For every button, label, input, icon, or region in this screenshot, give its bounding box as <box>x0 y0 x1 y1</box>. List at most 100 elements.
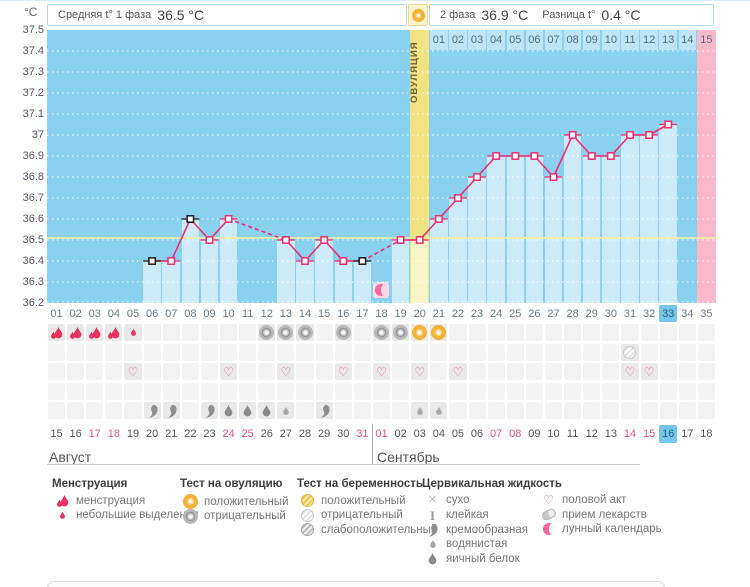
cycle-day-cell[interactable]: 04 <box>107 307 121 320</box>
cycle-day-cell[interactable]: 35 <box>700 307 713 320</box>
event-cell[interactable] <box>200 363 219 380</box>
cycle-day-cell[interactable]: 34 <box>681 307 694 320</box>
event-cell[interactable] <box>621 382 639 400</box>
event-cell[interactable] <box>678 382 696 400</box>
cycle-day-cell[interactable]: 23 <box>470 307 484 320</box>
calendar-date-cell[interactable]: 18 <box>700 428 713 440</box>
temp-marker[interactable] <box>167 257 176 265</box>
temp-marker[interactable] <box>606 152 615 160</box>
event-cell[interactable] <box>411 402 429 419</box>
event-cell[interactable] <box>659 363 677 380</box>
event-cell[interactable] <box>239 363 257 380</box>
event-cell[interactable] <box>449 402 467 419</box>
event-cell[interactable] <box>640 382 658 400</box>
cycle-day-cell[interactable]: 33 <box>659 305 677 322</box>
event-cell[interactable]: ♡ <box>449 363 467 380</box>
cycle-day-cell[interactable]: 05 <box>126 307 140 320</box>
event-cell[interactable] <box>143 402 161 419</box>
event-cell[interactable] <box>162 363 180 380</box>
event-cell[interactable] <box>468 343 486 361</box>
event-cell[interactable] <box>659 382 677 400</box>
event-cell[interactable] <box>506 343 524 361</box>
event-cell[interactable] <box>315 382 333 400</box>
calendar-date-cell[interactable]: 14 <box>623 428 637 440</box>
event-cell[interactable] <box>372 324 391 341</box>
event-cell[interactable] <box>392 343 410 361</box>
event-cell[interactable] <box>659 402 677 419</box>
calendar-date-cell[interactable]: 16 <box>69 428 82 440</box>
event-cell[interactable] <box>392 363 410 380</box>
event-cell[interactable] <box>583 363 601 380</box>
event-cell[interactable] <box>105 402 123 419</box>
calendar-date-cell[interactable]: 03 <box>413 428 426 440</box>
event-cell[interactable]: ♡ <box>220 363 238 380</box>
event-cell[interactable] <box>697 324 715 341</box>
temp-marker[interactable] <box>492 152 501 160</box>
event-cell[interactable] <box>334 382 352 400</box>
event-cell[interactable] <box>143 343 161 361</box>
calendar-date-cell[interactable]: 17 <box>681 428 694 440</box>
event-cell[interactable] <box>430 324 448 341</box>
event-cell[interactable] <box>86 382 104 400</box>
event-cell[interactable] <box>258 324 276 341</box>
temp-marker[interactable] <box>320 236 329 244</box>
event-cell[interactable] <box>296 343 314 361</box>
event-cell[interactable] <box>602 343 620 361</box>
event-cell[interactable] <box>583 382 601 400</box>
event-cell[interactable] <box>67 324 85 341</box>
calendar-date-cell[interactable]: 24 <box>222 428 235 440</box>
event-cell[interactable] <box>468 324 486 341</box>
temp-marker[interactable] <box>396 236 405 244</box>
event-cell[interactable] <box>602 324 620 341</box>
event-cell[interactable] <box>258 363 276 380</box>
event-cell[interactable] <box>678 363 696 380</box>
event-cell[interactable] <box>621 402 639 419</box>
event-cell[interactable] <box>296 402 314 419</box>
event-cell[interactable] <box>544 363 563 380</box>
event-cell[interactable] <box>239 343 257 361</box>
calendar-date-cell[interactable]: 29 <box>318 428 331 440</box>
event-cell[interactable] <box>48 382 66 400</box>
event-cell[interactable] <box>392 402 410 419</box>
event-cell[interactable] <box>200 402 219 419</box>
event-cell[interactable] <box>67 382 85 400</box>
event-cell[interactable] <box>143 382 161 400</box>
temp-marker[interactable] <box>549 173 558 181</box>
event-cell[interactable] <box>239 382 257 400</box>
event-cell[interactable] <box>200 324 219 341</box>
cycle-day-cell[interactable]: 03 <box>88 307 101 320</box>
event-cell[interactable] <box>640 402 658 419</box>
event-cell[interactable]: ♡ <box>372 363 391 380</box>
cycle-day-cell[interactable]: 32 <box>642 307 656 320</box>
cycle-day-cell[interactable]: 13 <box>279 307 293 320</box>
event-cell[interactable] <box>411 382 429 400</box>
cycle-day-cell[interactable]: 24 <box>490 307 503 320</box>
event-cell[interactable] <box>659 324 677 341</box>
temp-marker[interactable] <box>511 152 520 160</box>
temp-marker[interactable] <box>205 236 214 244</box>
event-cell[interactable] <box>124 382 142 400</box>
calendar-date-cell[interactable]: 26 <box>260 428 273 440</box>
event-cell[interactable] <box>48 324 66 341</box>
event-cell[interactable] <box>564 343 582 361</box>
calendar-date-cell[interactable]: 13 <box>604 428 617 440</box>
event-cell[interactable] <box>239 324 257 341</box>
event-cell[interactable] <box>277 324 295 341</box>
calendar-date-cell[interactable]: 11 <box>566 428 579 440</box>
calendar-date-cell[interactable]: 06 <box>470 428 484 440</box>
cycle-day-cell[interactable]: 02 <box>69 307 82 320</box>
event-cell[interactable] <box>602 382 620 400</box>
event-cell[interactable] <box>143 324 161 341</box>
event-cell[interactable] <box>544 382 563 400</box>
temp-marker[interactable] <box>148 257 157 265</box>
event-cell[interactable] <box>162 324 180 341</box>
event-cell[interactable] <box>296 382 314 400</box>
lunar-calendar-marker[interactable] <box>373 282 390 298</box>
calendar-date-cell[interactable]: 01 <box>375 428 388 440</box>
event-cell[interactable] <box>430 343 448 361</box>
event-cell[interactable] <box>48 402 66 419</box>
calendar-date-cell[interactable]: 04 <box>432 428 445 440</box>
event-cell[interactable] <box>105 382 123 400</box>
event-cell[interactable] <box>124 402 142 419</box>
event-cell[interactable] <box>315 343 333 361</box>
